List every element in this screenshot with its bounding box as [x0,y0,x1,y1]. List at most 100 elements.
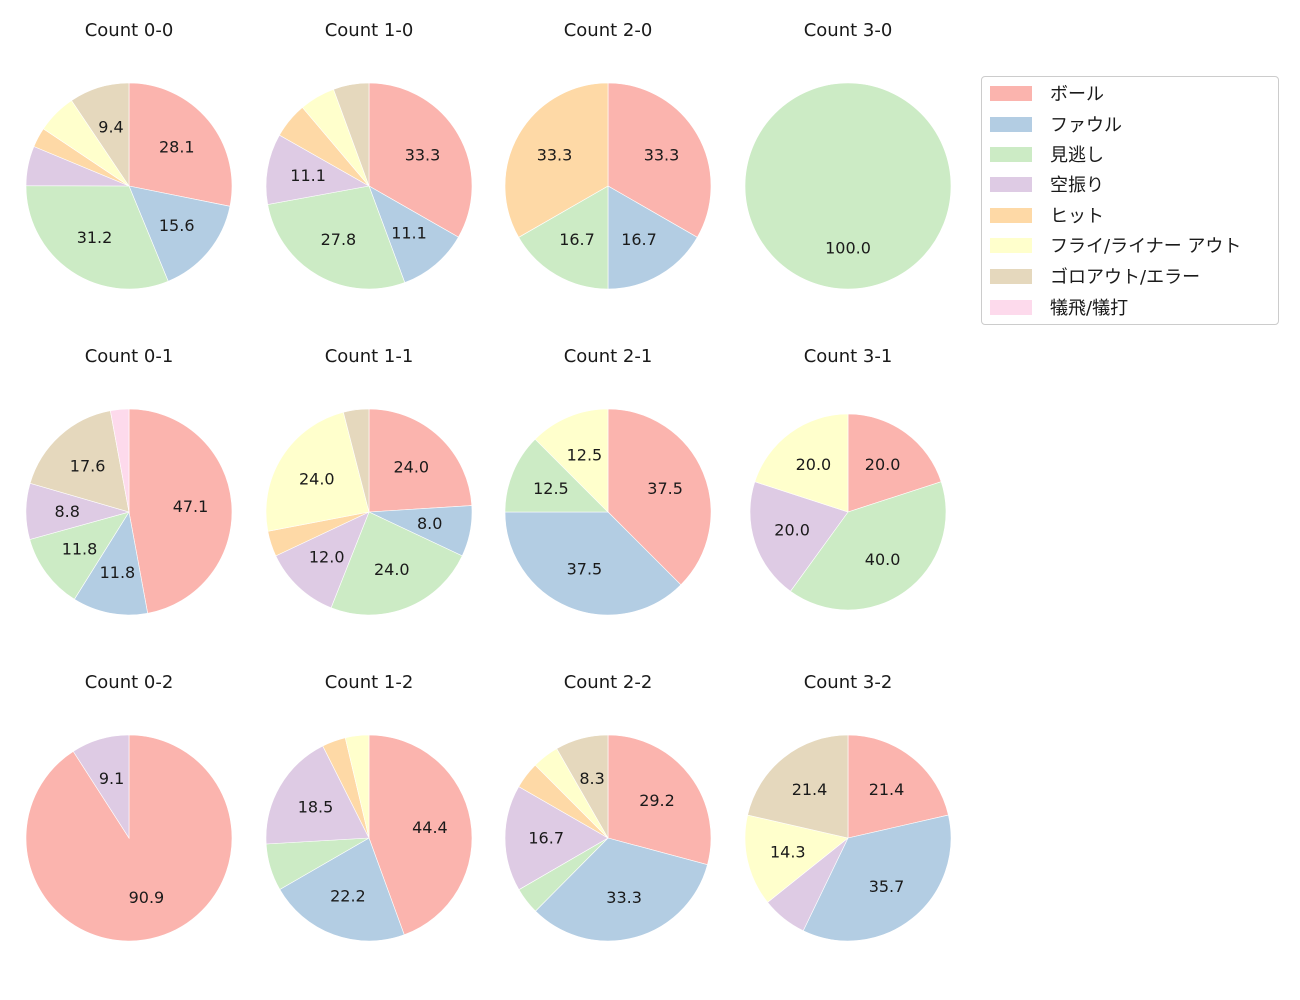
pie-title: Count 2-1 [564,346,653,367]
pie-slice [607,734,712,866]
legend-swatch [990,299,1032,315]
pie-slice-label: 37.5 [647,479,683,498]
pie-slice [29,410,130,513]
pie-title: Count 1-1 [325,346,414,367]
pie-slice-label: 16.7 [528,829,564,848]
pie-slice [504,82,609,238]
pie-slice [749,481,849,592]
pie-count-3-0: Count 3-0 100.0 [744,20,952,290]
pie-slice-label: 33.3 [606,888,642,907]
pie-slice-label: 20.0 [774,521,810,540]
pie-slice [535,837,708,942]
pie-slice [534,408,609,513]
pie-slice-label: 24.0 [393,457,429,476]
pie-slice [556,734,609,840]
chart-legend: ボール ファウル 見逃し 空振り ヒット フライ/ライナー アウト ゴロアウト/… [981,76,1279,325]
pie-slice-label: 8.0 [417,514,442,533]
pie-slice [504,786,609,891]
pie-count-1-1: Count 1-1 24.0 8.0 24.0 12.0 24.0 [265,346,473,616]
pie-slice-label: 100.0 [825,238,871,257]
pie-slice [368,82,473,238]
legend-item-fly-liner-out: フライ/ライナー アウト [990,234,1242,257]
pie-slice [72,734,130,840]
pie-slice [847,734,949,839]
pie-slice-label: 8.8 [54,502,79,521]
pie-slice [343,408,370,513]
pie-slice [25,734,233,942]
pie-count-3-2: Count 3-2 21.4 35.7 14.3 21.4 [744,672,952,942]
pie-slice-label: 17.6 [70,457,106,476]
pie-slice-label: 8.3 [579,769,604,788]
pie-title: Count 2-2 [564,672,653,693]
pie-slice [128,408,233,614]
pie-slice [29,511,130,600]
pie-slice-label: 33.3 [405,146,441,165]
legend-label: ゴロアウト/エラー [1050,267,1201,288]
pie-slice-label: 18.5 [298,798,334,817]
pie-slice-label: 33.3 [537,146,573,165]
pie-slice [847,413,942,513]
pie-slice [504,511,682,616]
pie-slice-label: 20.0 [796,455,832,474]
pie-slice [333,82,370,187]
pie-slice-label: 31.2 [77,228,113,247]
pie-slice-label: 29.2 [639,791,675,810]
pie-slice [73,511,149,616]
legend-item-ball: ボール [990,82,1104,105]
pie-slice [128,82,233,207]
legend-item-foul: ファウル [990,113,1122,136]
legend-label: フライ/ライナー アウト [1050,236,1242,257]
pie-slice-label: 11.1 [290,166,326,185]
pie-title: Count 2-0 [564,20,653,41]
pie-count-0-2: Count 0-2 90.9 9.1 [25,672,233,942]
pie-slice-label: 35.7 [869,877,905,896]
legend-swatch [990,116,1032,132]
legend-label: ボール [1050,84,1104,105]
pie-count-1-2: Count 1-2 44.4 22.2 18.5 [265,672,473,942]
pie-slice-label: 28.1 [159,137,195,156]
pie-slice [265,411,370,532]
pie-slice [744,814,849,903]
pie-slice [275,511,370,609]
pie-slice-label: 15.6 [159,216,195,235]
pie-slice-label: 14.3 [770,842,806,861]
pie-title: Count 3-1 [804,346,893,367]
legend-label: ファウル [1050,115,1122,136]
pie-slice [607,408,712,586]
legend-label: ヒット [1050,206,1104,227]
pie-title: Count 0-1 [85,346,174,367]
pie-slice-label: 27.8 [321,230,357,249]
legend-item-grounder-error: ゴロアウト/エラー [990,265,1201,288]
pie-slice [71,82,130,187]
pie-slice [279,837,405,942]
pie-slice-label: 9.4 [98,117,123,136]
pie-slice [368,408,473,513]
legend-label: 見逃し [1050,145,1104,166]
legend-swatch [990,176,1032,192]
pie-slice-label: 24.0 [374,560,410,579]
pie-slice-label: 33.3 [644,146,680,165]
pie-slice [368,734,473,936]
pie-slice [265,134,370,205]
pie-slice-label: 12.5 [533,479,569,498]
pie-count-2-2: Count 2-2 29.2 33.3 16.7 8.3 [504,672,712,942]
legend-item-hit: ヒット [990,204,1104,227]
pie-slice [607,82,712,238]
pie-slice-label: 20.0 [865,455,901,474]
pie-slice-label: 11.8 [62,540,98,559]
pie-title: Count 0-2 [85,672,174,693]
legend-swatch [990,268,1032,284]
pie-slice [368,185,459,283]
legend-swatch [990,85,1032,101]
pie-slice-label: 37.5 [567,560,603,579]
legend-label: 犠飛/犠打 [1050,298,1129,319]
legend-swatch [990,237,1032,253]
pie-slice [607,185,698,290]
pie-slice-label: 16.7 [621,230,657,249]
pie-slice-label: 21.4 [869,780,905,799]
pie-slice [518,185,609,290]
pie-slice [344,734,370,839]
pie-count-0-0: Count 0-0 28.1 15.6 31.2 9.4 [25,20,233,290]
legend-label: 空振り [1050,175,1104,196]
